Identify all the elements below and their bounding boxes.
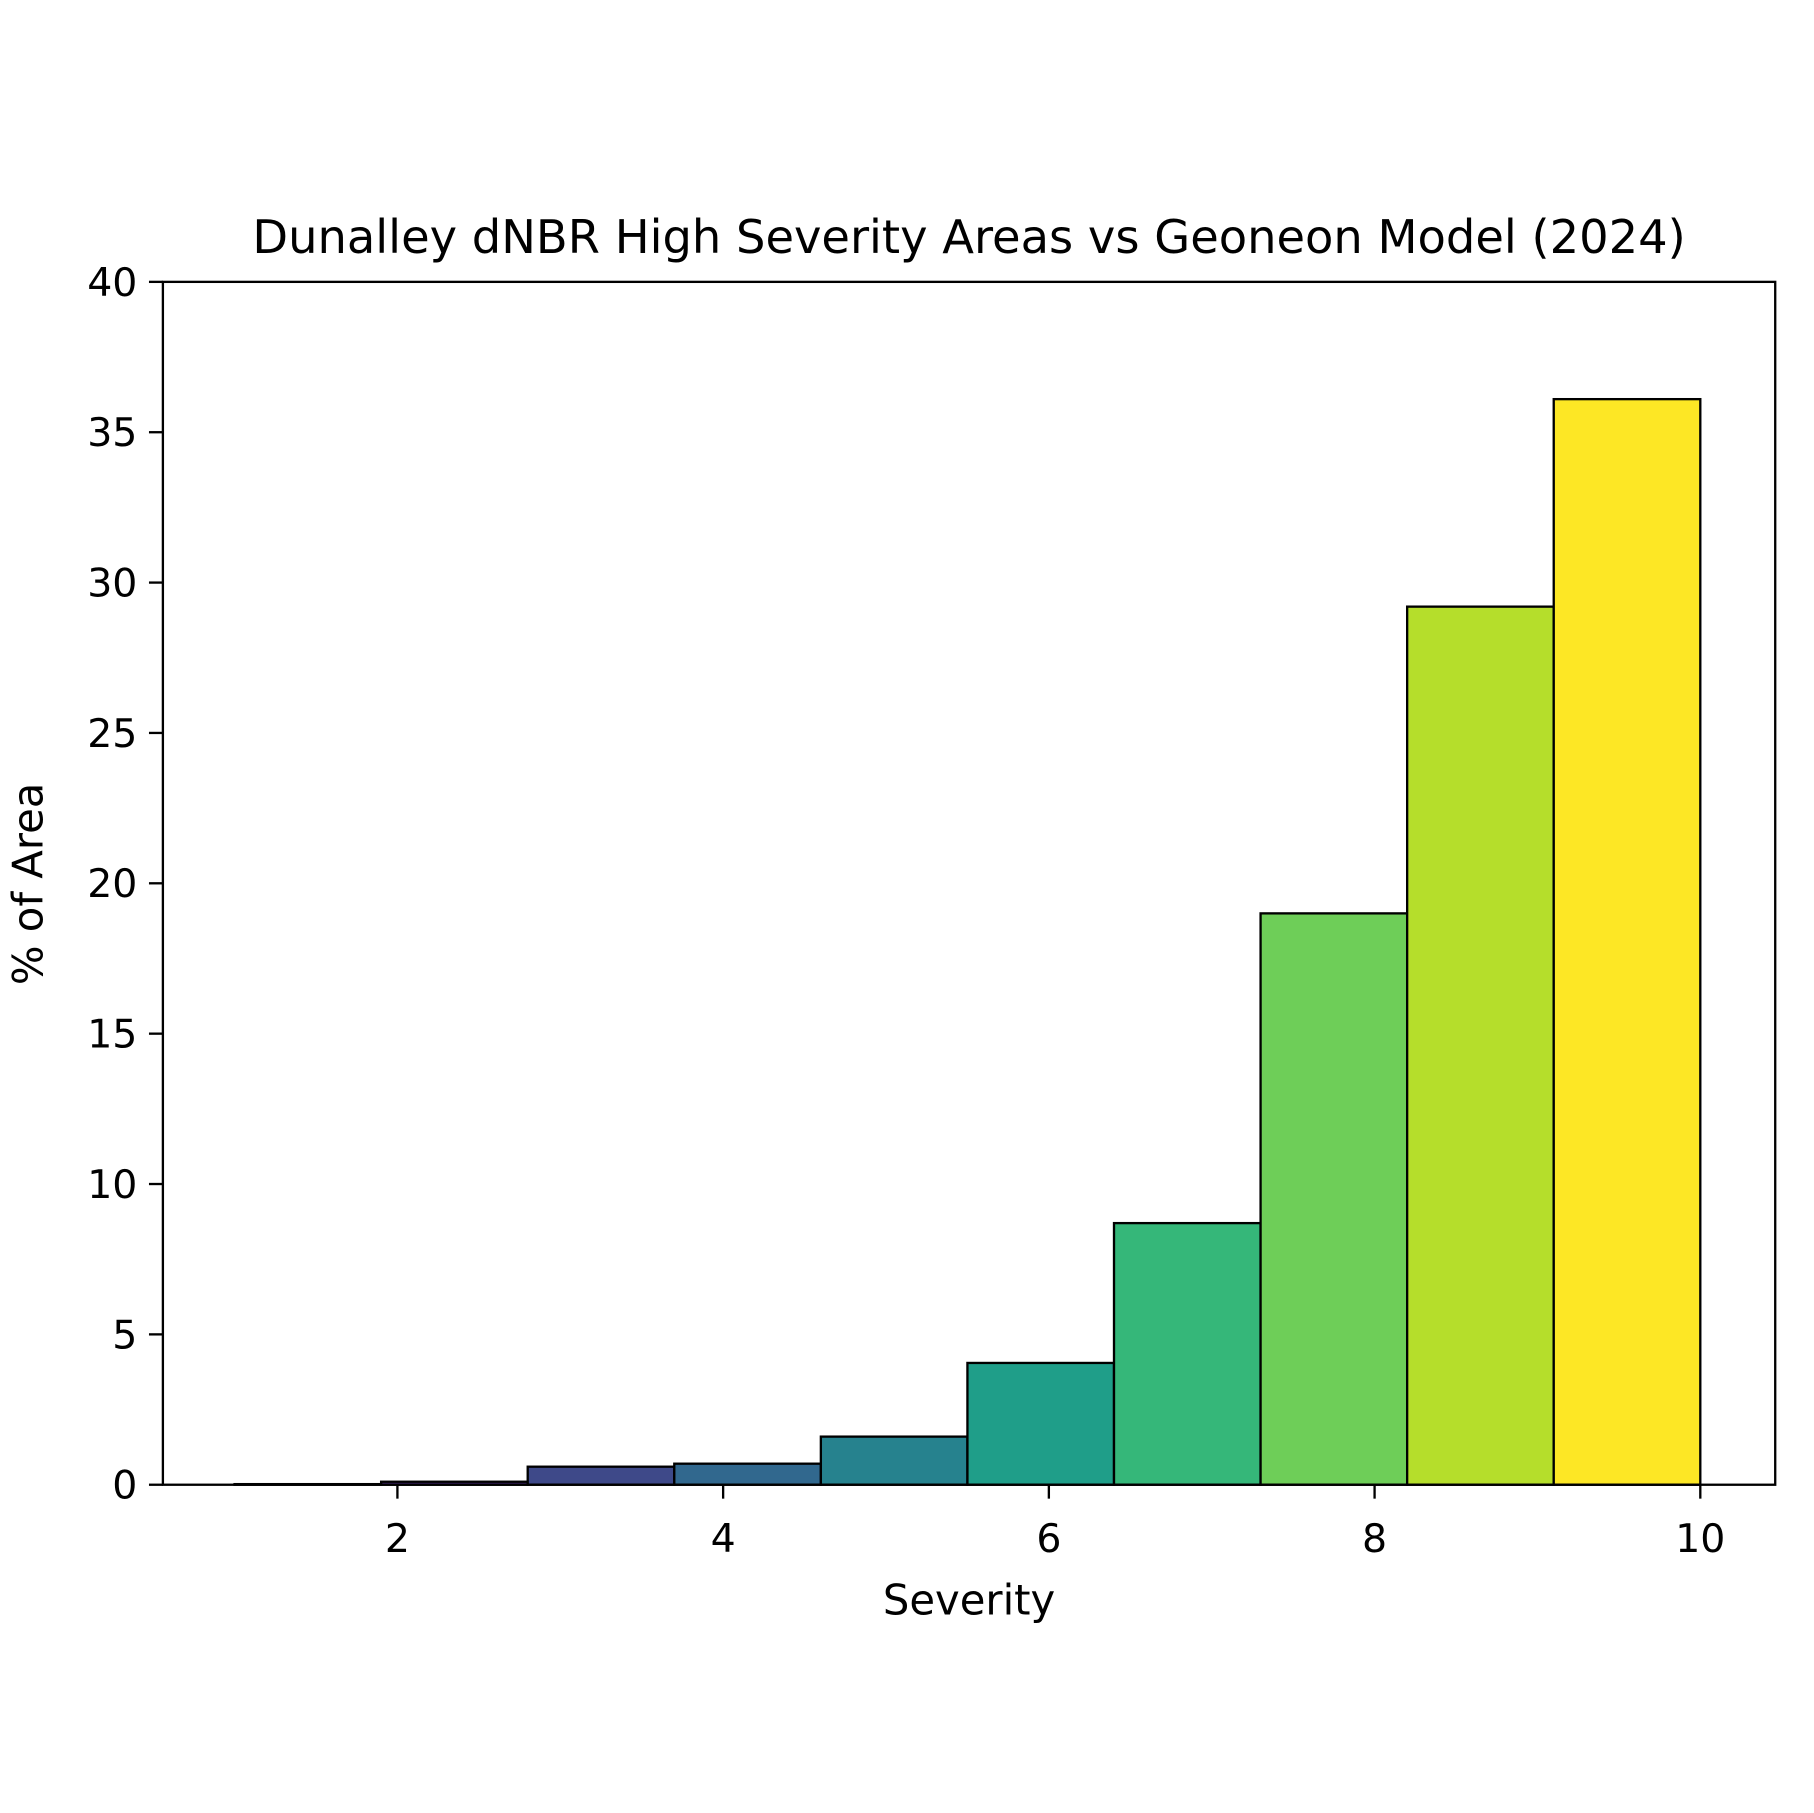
bar-5 <box>819 1435 969 1486</box>
x-tick-label: 4 <box>711 1516 736 1562</box>
y-tick-label: 30 <box>87 561 137 607</box>
x-tick-label: 10 <box>1675 1516 1725 1562</box>
y-tick-label: 20 <box>87 861 137 907</box>
y-tick-label: 40 <box>87 260 137 306</box>
x-tick-label: 8 <box>1362 1516 1387 1562</box>
x-axis: 2 4 6 8 10 <box>385 1484 1725 1562</box>
bar-10 <box>1552 397 1702 1486</box>
y-axis-label: % of Area <box>3 783 52 986</box>
x-tick-label: 6 <box>1036 1516 1061 1562</box>
chart-title: Dunalley dNBR High Severity Areas vs Geo… <box>252 210 1685 264</box>
x-axis-label: Severity <box>883 1576 1055 1625</box>
y-tick-label: 10 <box>87 1162 137 1208</box>
bar-8 <box>1259 912 1409 1486</box>
bar-7 <box>1112 1221 1262 1486</box>
y-tick-label: 0 <box>112 1463 137 1509</box>
bar-6 <box>966 1361 1116 1486</box>
y-tick-label: 25 <box>87 711 137 757</box>
x-tick-label: 2 <box>385 1516 410 1562</box>
bar-4 <box>673 1462 823 1486</box>
bars <box>233 397 1702 1486</box>
bar-9 <box>1405 605 1555 1486</box>
y-tick-label: 15 <box>87 1012 137 1058</box>
y-tick-label: 5 <box>112 1312 137 1358</box>
y-axis: 0 5 10 15 20 25 30 35 40 <box>87 260 163 1509</box>
y-tick-label: 35 <box>87 410 137 456</box>
bar-3 <box>526 1465 676 1486</box>
